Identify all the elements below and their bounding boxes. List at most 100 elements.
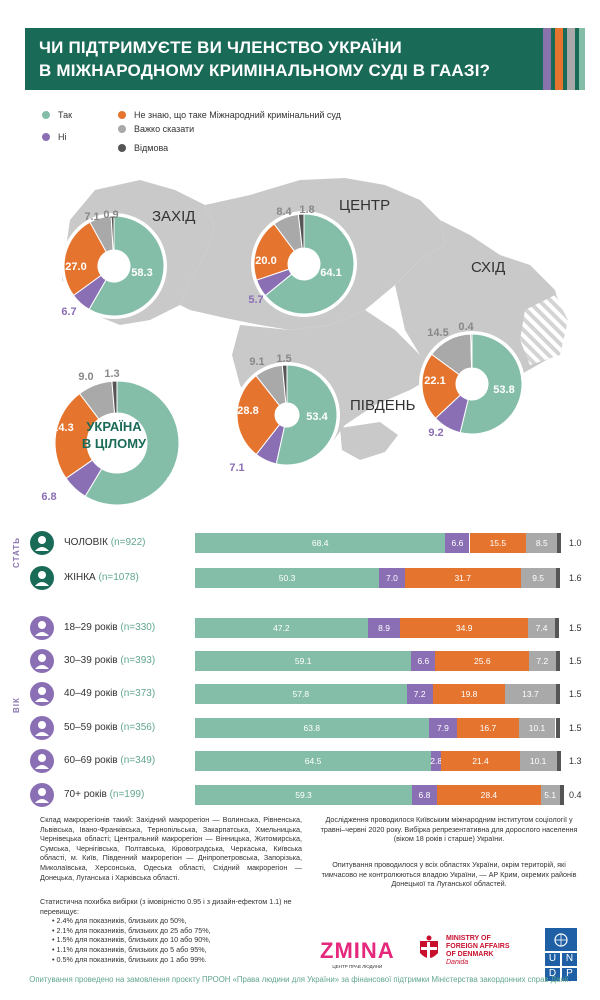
bar-row-label-text: ЖІНКА: [64, 572, 99, 583]
bar-segment-hard_to_say: 5.1: [540, 785, 560, 805]
bar-segment-yes: 68.4: [195, 533, 446, 553]
legend-label: Відмова: [134, 143, 169, 153]
legend-item-refuse: Відмова: [118, 143, 168, 153]
map-occupied-area: [520, 295, 568, 365]
pie-label-yes: 58.5: [166, 476, 187, 488]
pie-label-hard_to_say: 8.4: [276, 206, 292, 218]
bar-row-label-text: 70+ років: [64, 789, 110, 800]
bar-segment-hard_to_say: 10.1: [519, 751, 557, 771]
undp-logo: U N D P: [545, 928, 577, 981]
pie-label-yes: 58.3: [131, 267, 152, 279]
bar-segment-dont_know: 34.9: [400, 618, 529, 638]
bar-refuse-value: 0.4: [569, 790, 582, 800]
pie-label-hard_to_say: 9.0: [78, 371, 93, 383]
undp-letters: U N D P: [545, 953, 577, 981]
bar-segment-no: 7.9: [428, 718, 458, 738]
bar-segment-dont_know: 28.4: [436, 785, 541, 805]
bar-segment-dont_know: 25.6: [435, 651, 530, 671]
bar-segment-no: 6.8: [412, 785, 437, 805]
pie-label-refuse: 1.5: [276, 353, 291, 365]
pie-slice-yes: [275, 364, 338, 466]
bar-segment-yes: 50.3: [195, 568, 380, 588]
denmark-line1: MINISTRY OF: [446, 935, 491, 942]
denmark-line3: OF DENMARK: [446, 951, 494, 958]
total-label-line2: В ЦІЛОМУ: [81, 436, 147, 451]
legend-item-no: Ні: [42, 132, 67, 142]
pie-slice-refuse: [297, 213, 305, 249]
age-person-icon: [30, 682, 54, 706]
footnote-error-item: • 2.4% для показників, близьких до 50%,: [52, 916, 187, 926]
pie-label-hard_to_say: 9.1: [249, 356, 264, 368]
age-person-icon: [30, 616, 54, 640]
pie-slice-refuse: [111, 380, 118, 414]
bar-segment-no: 2.8: [430, 751, 442, 771]
bar-segment-hard_to_say: 7.4: [528, 618, 556, 638]
bar-refuse-value: 1.3: [569, 756, 582, 766]
legend-item-dont-know: Не знаю, що таке Міжнародний кримінальни…: [118, 110, 341, 120]
bar-row-sample-size: (n=199): [109, 789, 145, 800]
total-label: УКРАЇНА В ЦІЛОМУ: [78, 418, 150, 452]
bar-segment-hard_to_say: 10.1: [518, 718, 556, 738]
pie-label-dont_know: 28.8: [237, 405, 258, 417]
gender-person-icon: [30, 531, 54, 555]
bar-row-label: 30–39 років (n=393): [64, 655, 155, 666]
bar-segment-no: 7.0: [379, 568, 405, 588]
bar-segment-no: 6.6: [445, 533, 470, 553]
pie-slice-yes: [88, 215, 165, 317]
stacked-bar: 64.5 2.8 21.4 10.1: [195, 751, 561, 771]
pie-label-yes: 53.8: [493, 384, 514, 396]
legend-label: Важко сказати: [134, 124, 195, 134]
bar-row-label: ЖІНКА (n=1078): [64, 572, 139, 583]
bar-segment-no: 7.2: [406, 684, 433, 704]
denmark-logo: MINISTRY OF FOREIGN AFFAIRS OF DENMARK D…: [418, 935, 510, 967]
bar-segment-no: 8.9: [367, 618, 401, 638]
pie-slice-refuse: [110, 215, 115, 251]
bar-refuse-value: 1.5: [569, 656, 582, 666]
title-line-2: В МІЖНАРОДНОМУ КРИМІНАЛЬНОМУ СУДІ В ГААЗ…: [39, 61, 491, 80]
title-line-1: ЧИ ПІДТРИМУЄТЕ ВИ ЧЛЕНСТВО УКРАЇНИ: [39, 38, 402, 57]
legend-dot: [118, 144, 126, 152]
bar-segment-yes: 47.2: [195, 618, 368, 638]
stacked-bar: 63.8 7.9 16.7 10.1: [195, 718, 561, 738]
footnote-error-item: • 1.1% для показників, близьких до 5 або…: [52, 944, 207, 954]
denmark-sub: Danida: [446, 959, 469, 966]
pie-slice-refuse: [281, 364, 288, 404]
region-label-east: СХІД: [471, 259, 506, 276]
pie-label-dont_know: 27.0: [65, 261, 86, 273]
legend-dot: [118, 125, 126, 133]
stacked-bar: 50.3 7.0 31.7 9.5: [195, 568, 561, 588]
footnote-error-item: • 2.1% для показників, близьких до 25 аб…: [52, 925, 211, 935]
region-label-center: ЦЕНТР: [339, 197, 391, 214]
pie-label-no: 7.1: [229, 462, 244, 474]
stacked-bar: 68.4 6.6 15.5 8.5: [195, 533, 562, 553]
bar-row-sample-size: (n=393): [120, 655, 156, 666]
footnote-bottom: Опитування проведено на замовлення проєк…: [29, 975, 571, 984]
bar-segment-refuse: [555, 618, 560, 638]
bar-row-sample-size: (n=349): [120, 755, 156, 766]
bar-row-label: 70+ років (n=199): [64, 789, 144, 800]
bar-row-label: 40–49 років (n=373): [64, 688, 155, 699]
pie-label-refuse: 0.4: [458, 321, 474, 333]
bar-segment-dont_know: 15.5: [469, 533, 527, 553]
pie-label-no: 5.7: [248, 294, 263, 306]
banner-stripes: [543, 28, 585, 90]
legend-item-yes: Так: [42, 110, 72, 120]
footnote-error: Статистична похибка вибірки (з імовірніс…: [40, 897, 300, 964]
pie-label-no: 6.8: [41, 491, 56, 503]
legend-dot: [42, 111, 50, 119]
pie-label-dont_know: 20.0: [255, 255, 276, 267]
bar-refuse-value: 1.5: [569, 623, 582, 633]
bar-segment-refuse: [555, 684, 560, 704]
bar-refuse-value: 1.0: [569, 538, 582, 548]
undp-letter: D: [545, 968, 560, 981]
denmark-line2: FOREIGN AFFAIRS: [446, 943, 510, 950]
bar-segment-hard_to_say: 8.5: [526, 533, 558, 553]
title-banner: ЧИ ПІДТРИМУЄТЕ ВИ ЧЛЕНСТВО УКРАЇНИ В МІЖ…: [25, 28, 585, 90]
section-label-age: ВІК: [12, 697, 21, 713]
region-label-south: ПІВДЕНЬ: [350, 397, 416, 414]
pie-label-yes: 53.4: [306, 411, 328, 423]
denmark-crest-icon: [420, 935, 438, 958]
bar-segment-hard_to_say: 7.2: [529, 651, 556, 671]
bar-row-label: ЧОЛОВІК (n=922): [64, 537, 145, 548]
bar-row-sample-size: (n=356): [120, 722, 156, 733]
